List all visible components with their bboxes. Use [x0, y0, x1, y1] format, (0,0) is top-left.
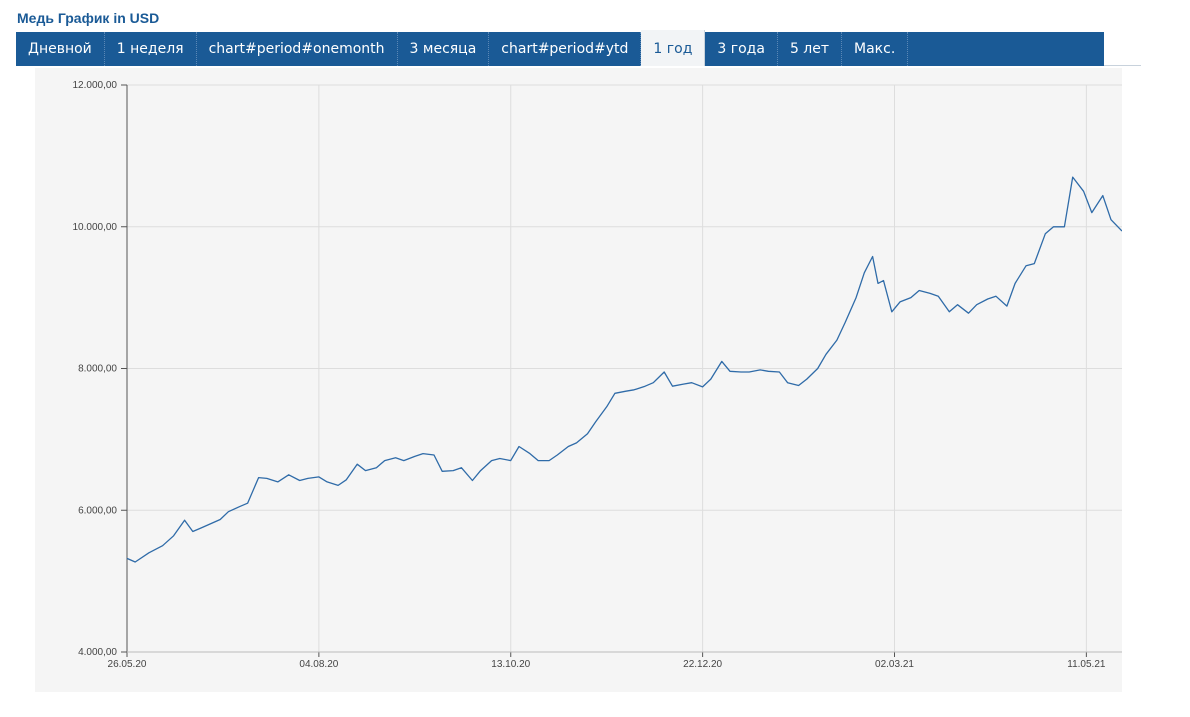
tab-period-8[interactable]: Макс. [842, 32, 909, 66]
x-tick-label: 22.12.20 [683, 659, 722, 670]
x-tick-label: 13.10.20 [491, 659, 530, 670]
tab-period-1[interactable]: 1 неделя [105, 32, 197, 66]
tab-period-2[interactable]: chart#period#onemonth [197, 32, 398, 66]
tab-bar-divider [1104, 65, 1141, 66]
grid-layer [126, 84, 1122, 653]
tab-period-4[interactable]: chart#period#ytd [489, 32, 642, 66]
tab-period-0[interactable]: Дневной [16, 32, 105, 66]
page-title: Медь График in USD [17, 10, 160, 26]
y-tick-label: 4.000,00 [78, 647, 117, 658]
y-tick-label: 8.000,00 [78, 364, 117, 375]
series-layer [126, 176, 1123, 563]
period-tab-bar: Дневной 1 неделя chart#period#onemonth 3 ме… [16, 30, 1104, 66]
y-tick-label: 6.000,00 [78, 505, 117, 516]
y-tick-label: 12.000,00 [73, 80, 118, 91]
x-tick-label: 04.08.20 [299, 659, 338, 670]
y-tick-label: 10.000,00 [73, 222, 118, 233]
tab-period-6[interactable]: 3 года [705, 32, 778, 66]
x-tick-label: 11.05.21 [1067, 659, 1106, 670]
tab-period-3[interactable]: 3 месяца [398, 32, 490, 66]
tab-period-7[interactable]: 5 лет [778, 32, 843, 66]
axis-layer: 4.000,00 6.000,00 8.000,00 10.000,00 12.000,… [73, 80, 1122, 670]
x-tick-label: 02.03.21 [875, 659, 914, 670]
price-series-line [126, 176, 1123, 563]
chart-area: 4.000,00 6.000,00 8.000,00 10.000,00 12.000,… [35, 68, 1123, 692]
x-tick-label: 26.05.20 [108, 659, 147, 670]
price-line-chart: 4.000,00 6.000,00 8.000,00 10.000,00 12.000,… [73, 80, 1123, 670]
tab-period-5[interactable]: 1 год [641, 30, 706, 66]
